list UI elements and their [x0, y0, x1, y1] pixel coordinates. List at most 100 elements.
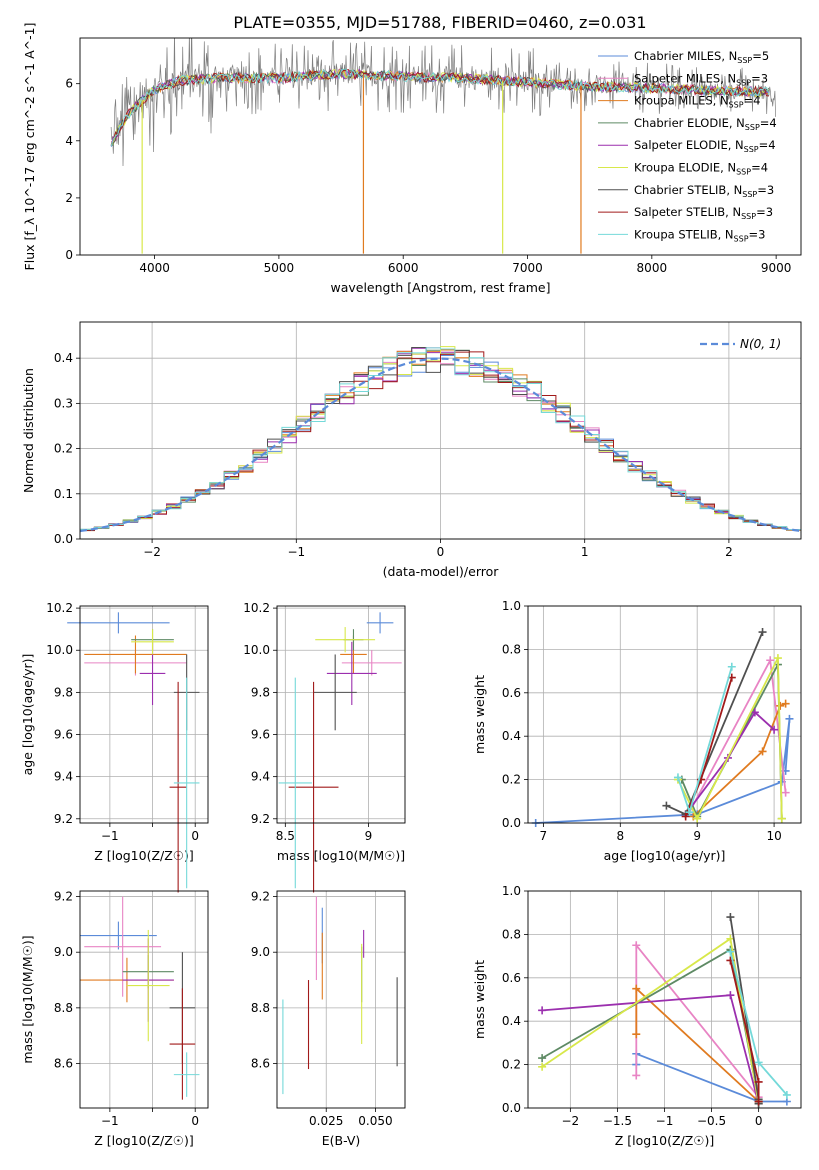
- plus-marker: [685, 808, 694, 817]
- histograms: [80, 346, 801, 533]
- x-axis-label: (data-model)/error: [383, 564, 500, 579]
- plus-marker: [693, 814, 702, 823]
- y-tick-label: 9.2: [251, 812, 270, 826]
- plus-marker: [538, 1054, 547, 1063]
- x-axis-label: Z [log10(Z/Z☉)]: [615, 1133, 715, 1148]
- y-tick-label: 0.4: [54, 351, 73, 365]
- y-tick-label: 0.3: [54, 396, 73, 410]
- x-tick-label: −0.5: [697, 1114, 726, 1128]
- x-tick-label: 7: [540, 829, 548, 843]
- plus-marker: [681, 812, 690, 821]
- legend-entry: N(0, 1): [740, 337, 781, 351]
- x-axis-label: mass [log10(M/M☉)]: [277, 848, 405, 863]
- x-axis-label: wavelength [Angstrom, rest frame]: [330, 280, 550, 295]
- x-tick-label: 4000: [139, 261, 170, 275]
- plus-marker: [758, 747, 767, 756]
- y-tick-label: 0.4: [502, 1014, 521, 1028]
- y-tick-label: 0.2: [502, 773, 521, 787]
- plus-marker: [632, 984, 641, 993]
- y-tick-label: 10.2: [46, 601, 73, 615]
- y-tick-label: 8.8: [251, 1001, 270, 1015]
- y-tick-label: 0.0: [502, 816, 521, 830]
- legend-entry: Kroupa MILES, NSSP=4: [634, 94, 760, 110]
- weight-series: [541, 948, 760, 1102]
- y-tick-label: 8.8: [54, 1001, 73, 1015]
- axes-frame: [79, 321, 802, 540]
- axes-frame: [276, 890, 406, 1109]
- y-tick-label: 0.0: [54, 532, 73, 546]
- plus-marker: [662, 801, 671, 810]
- y-tick-label: 10.0: [46, 643, 73, 657]
- axes-frame: [79, 37, 802, 256]
- plus-marker: [781, 699, 790, 708]
- plus-marker: [754, 1097, 763, 1106]
- legend-entry: Salpeter ELODIE, NSSP=4: [634, 138, 776, 154]
- panel-mass-weight-vs-age: 7 8 9 10 0.0 0.2 0.4 0.6 0.8 1.0 age [log10(age/yr…: [472, 599, 802, 863]
- x-tick-label: 9: [365, 829, 373, 843]
- y-tick-label: 9.8: [54, 685, 73, 699]
- plus-marker: [538, 1006, 547, 1015]
- x-tick-label: 0.050: [358, 1114, 392, 1128]
- y-tick-label: 2: [65, 191, 73, 205]
- y-tick-label: 9.8: [251, 685, 270, 699]
- x-axis-label: E(B-V): [322, 1133, 361, 1148]
- x-tick-label: 0: [755, 1114, 763, 1128]
- x-tick-label: 7000: [512, 261, 543, 275]
- legend-entry: Salpeter MILES, NSSP=3: [634, 71, 768, 87]
- plus-marker: [726, 991, 735, 1000]
- y-axis-label: Normed distribution: [21, 368, 36, 493]
- x-tick-label: 1: [581, 545, 589, 559]
- y-tick-label: 0.0: [502, 1101, 521, 1115]
- plus-marker: [726, 947, 735, 956]
- plus-marker: [632, 1071, 641, 1080]
- axes-frame: [79, 890, 209, 1109]
- y-axis-label: age [log10(age/yr)]: [20, 654, 35, 776]
- y-tick-label: 10.2: [243, 601, 270, 615]
- normal-curve: [80, 357, 801, 533]
- y-tick-label: 9.6: [54, 728, 73, 742]
- model-spectrum: [110, 68, 770, 147]
- weight-series: [542, 994, 760, 1104]
- x-tick-label: −1: [101, 1114, 119, 1128]
- legend-entry: Kroupa ELODIE, NSSP=4: [634, 161, 768, 177]
- plus-marker: [673, 773, 682, 782]
- weight-series: [692, 702, 786, 818]
- legend-entry: Salpeter STELIB, NSSP=3: [634, 205, 773, 221]
- plus-marker: [785, 714, 794, 723]
- panel-mass-vs-Z: −1 0 8.6 8.8 9.0 9.2 Z [log10(Z/Z☉)] mass [log1…: [20, 890, 209, 1148]
- plus-marker: [754, 1077, 763, 1086]
- plus-marker: [727, 662, 736, 671]
- x-tick-label: −1: [287, 545, 305, 559]
- model-spectrum: [110, 68, 769, 146]
- x-tick-label: 8000: [637, 261, 668, 275]
- y-tick-label: 0.4: [502, 729, 521, 743]
- y-tick-label: 6: [65, 77, 73, 91]
- plus-marker: [781, 788, 790, 797]
- x-axis-label: Z [log10(Z/Z☉)]: [94, 1133, 194, 1148]
- y-tick-label: 0.1: [54, 487, 73, 501]
- x-tick-label: −1.5: [603, 1114, 632, 1128]
- x-tick-label: 8: [616, 829, 624, 843]
- plus-marker: [782, 1090, 791, 1099]
- plus-marker: [770, 725, 779, 734]
- y-tick-label: 9.4: [54, 770, 73, 784]
- legend-entry: Chabrier ELODIE, NSSP=4: [634, 116, 777, 132]
- y-tick-label: 9.2: [54, 812, 73, 826]
- x-tick-label: 9000: [761, 261, 792, 275]
- figure-title: PLATE=0355, MJD=51788, FIBERID=0460, z=0…: [233, 13, 646, 32]
- plus-marker: [766, 656, 775, 665]
- y-tick-label: 9.6: [251, 728, 270, 742]
- x-tick-label: −2: [562, 1114, 580, 1128]
- x-axis-label: age [log10(age/yr)]: [604, 848, 726, 863]
- y-tick-label: 9.4: [251, 770, 270, 784]
- plus-marker: [754, 1058, 763, 1067]
- panel-spectrum: 4000 5000 6000 7000 8000 9000 0 2 4 6 wavelength […: [22, 23, 802, 295]
- y-axis-label: Flux [f_λ 10^-17 erg cm^-2 s^-1 A^-1]: [22, 23, 37, 271]
- plus-marker: [726, 913, 735, 922]
- y-tick-label: 10.0: [243, 643, 270, 657]
- plus-marker: [632, 941, 641, 950]
- x-tick-label: 9: [693, 829, 701, 843]
- x-tick-label: 0: [437, 545, 445, 559]
- y-tick-label: 0.2: [502, 1058, 521, 1072]
